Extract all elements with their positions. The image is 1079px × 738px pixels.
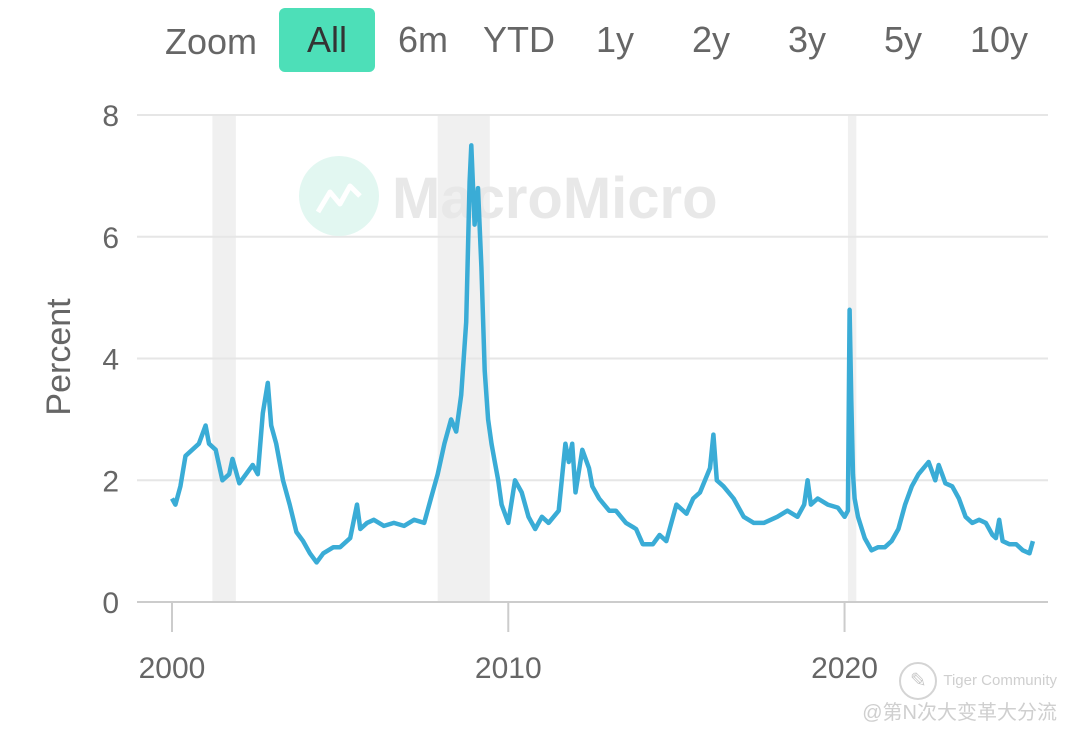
watermark-chart-icon (315, 183, 362, 214)
x-tick-label-2010: 2010 (475, 652, 542, 685)
y-tick-label-2: 2 (102, 465, 119, 498)
community-badge: ✎ Tiger Community @第N次大变革大分流 (862, 662, 1057, 726)
watermark-logo-icon (299, 156, 379, 236)
zoom-button-1y[interactable]: 1y (595, 19, 635, 60)
y-tick-label-0: 0 (102, 587, 119, 620)
x-tick-label-2000: 2000 (139, 652, 206, 685)
zoom-button-all[interactable]: All (279, 8, 375, 72)
watermark-text: MacroMicro (392, 166, 718, 231)
zoom-button-6m[interactable]: 6m (397, 19, 448, 60)
y-axis-ticks: 0 2 4 6 8 (102, 100, 119, 620)
tiger-logo-icon: ✎ (899, 662, 938, 700)
y-tick-label-4: 4 (102, 344, 119, 377)
y-tick-label-8: 8 (102, 100, 119, 133)
zoom-button-3y[interactable]: 3y (787, 19, 827, 60)
y-tick-label-6: 6 (102, 222, 119, 255)
community-brand-text: Tiger Community (943, 672, 1057, 689)
zoom-button-2y[interactable]: 2y (691, 19, 731, 60)
zoom-button-ytd[interactable]: YTD (483, 19, 555, 60)
community-brand: ✎ Tiger Community (862, 662, 1057, 700)
zoom-button-10y[interactable]: 10y (969, 19, 1029, 60)
author-handle: @第N次大变革大分流 (862, 702, 1057, 724)
zoom-bar: Zoom All 6m YTD 1y 2y 3y 5y 10y (0, 0, 1079, 84)
x-tick-label-2020: 2020 (811, 652, 878, 685)
zoom-button-5y[interactable]: 5y (883, 19, 923, 60)
zoom-label: Zoom (165, 21, 258, 62)
series-line[interactable] (170, 143, 1036, 565)
x-axis-ticks: 2000 2010 2020 (139, 602, 878, 685)
y-axis-title: Percent (40, 298, 78, 416)
watermark: MacroMicro (299, 156, 718, 236)
